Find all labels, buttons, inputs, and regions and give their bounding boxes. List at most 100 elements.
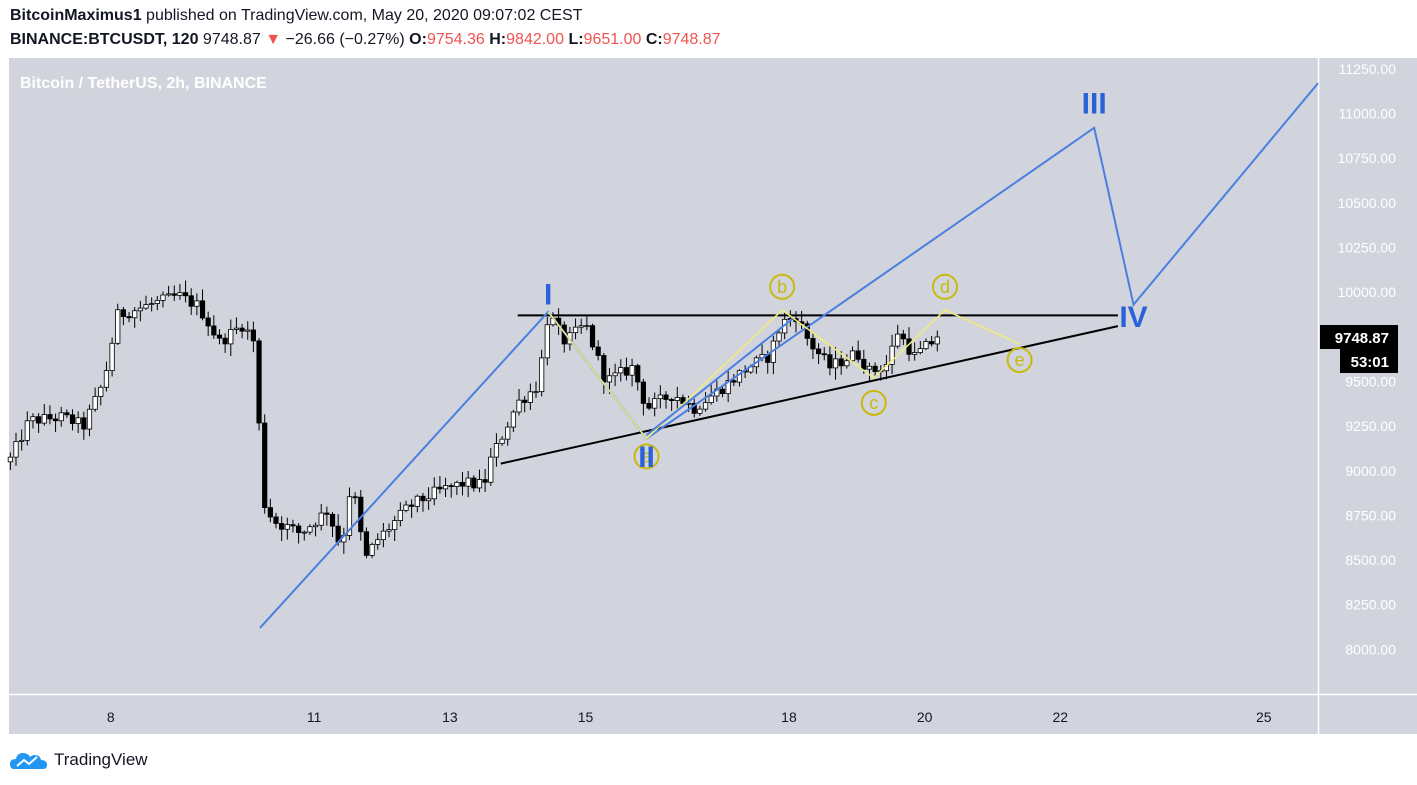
candle-up [143,304,149,309]
candle-down [900,333,906,340]
candle-up [572,326,579,334]
candle-down [821,353,827,356]
candle-down [815,348,822,355]
candle-up [652,398,658,409]
candle-up [307,526,313,533]
wave-label-c: c [869,393,878,413]
wave-label-e: e [1015,350,1025,370]
candle-up [132,310,138,319]
wave-circle-a [633,443,660,470]
candle-up [454,481,460,487]
time-axis[interactable] [9,694,1318,734]
abcde-triangle-path[interactable] [547,309,1020,440]
candle-down [52,418,59,422]
candle-up [912,352,918,355]
candle-down [623,367,630,376]
down-arrow-icon: ▼ [265,31,282,48]
price-chart[interactable]: Bitcoin / TetherUS, 2h, BINANCE8000.0082… [0,58,1417,738]
close-value: 9748.87 [662,31,721,48]
candle-down [64,412,70,416]
wave-circle-b [769,273,796,300]
price-axis[interactable] [1318,58,1417,734]
candle-up [177,292,183,296]
candle-down [420,495,426,502]
candle-down [211,325,217,336]
candle-down [471,477,477,489]
candle-up [7,456,13,463]
candle-down [352,496,358,499]
candle-up [832,358,839,369]
candle-up [392,520,398,531]
wave-ii-channel-line[interactable] [645,318,793,436]
tradingview-logo[interactable]: TradingView [10,749,148,771]
x-tick-label: 18 [781,709,797,725]
candle-up [301,531,307,534]
candle-up [544,324,550,359]
candle-up [702,402,709,410]
close-label: C: [645,31,663,48]
last-price: 9748.87 [202,31,261,48]
elliott-wave-path[interactable] [259,82,1319,629]
y-tick-label: 8500.00 [1345,552,1396,568]
candle-down [47,414,53,420]
candle-up [166,293,172,296]
candle-down [437,486,443,490]
candle-down [36,416,42,424]
countdown-tag [1340,349,1398,374]
candle-down [522,399,528,403]
high-value: 9842.00 [506,31,564,48]
candle-up [194,300,200,307]
candle-up [149,303,155,306]
candle-down [324,512,330,515]
candle-up [493,443,500,458]
candle-up [245,329,251,332]
low-label: L: [568,31,584,48]
candle-up [725,380,731,395]
candle-down [363,531,370,556]
candle-down [290,524,296,527]
candle-up [115,309,121,344]
candle-down [861,358,867,370]
wave-label-ii: II [638,441,655,474]
candle-down [409,504,415,507]
candle-up [397,509,403,521]
candle-up [414,495,420,507]
candle-up [934,336,940,345]
candle-up [30,416,36,422]
candle-down [827,354,833,369]
candle-down [640,381,646,404]
wave-label-a: a [642,446,653,466]
candle-up [41,414,47,424]
candle-down [855,350,861,360]
author-name[interactable]: BitcoinMaximus1 [10,7,142,24]
ohlc-line: BINANCE:BTCUSDT, 120 9748.87 ▼ −26.66 (−… [10,31,721,49]
candle-down [120,309,126,317]
candle-up [844,360,850,367]
y-tick-label: 9500.00 [1345,373,1396,389]
candle-up [103,370,110,388]
candle-up [674,397,680,401]
x-tick-label: 25 [1256,709,1272,725]
candle-up [312,524,319,528]
candle-up [657,394,663,400]
candle-down [126,316,132,319]
candle-up [228,329,234,345]
plot-area[interactable] [9,58,1318,694]
candle-up [697,408,703,414]
x-tick-label: 22 [1052,709,1068,725]
price-tag-label: 9748.87 [1335,330,1389,347]
candle-up [533,391,539,394]
candle-up [369,543,375,556]
countdown-label: 53:01 [1351,354,1389,371]
symbol-label: BINANCE:BTCUSDT, 120 [10,31,199,48]
candle-up [13,441,19,458]
x-tick-label: 13 [442,709,458,725]
candle-down [810,338,816,350]
y-tick-label: 9250.00 [1345,418,1396,434]
wave-circle-c [860,389,887,416]
price-tag [1320,325,1398,350]
wave-label-b: b [777,277,787,297]
y-tick-label: 10250.00 [1338,240,1397,256]
candle-up [137,307,143,312]
candle-down [199,300,206,319]
